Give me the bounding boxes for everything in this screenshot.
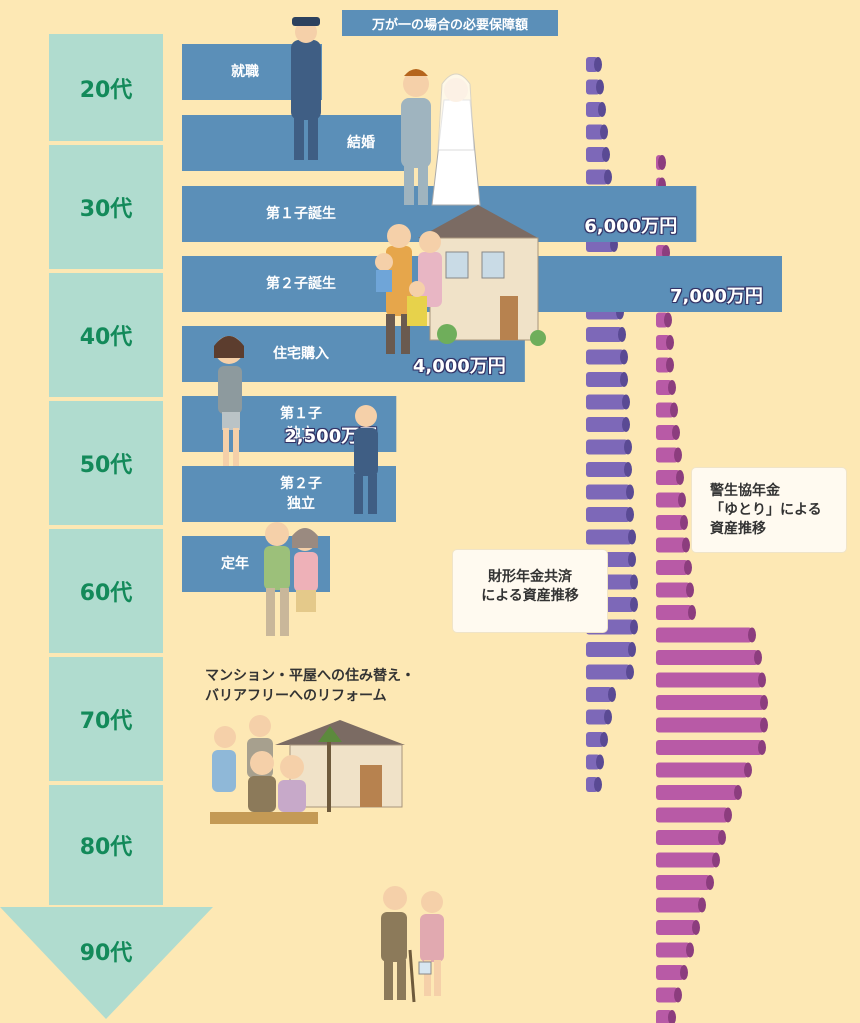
yutori-cylinder (656, 155, 666, 170)
zaikei-cylinder (586, 529, 636, 545)
yutori-cylinder (656, 447, 682, 463)
event-label: 結婚 (347, 135, 375, 151)
zaikei-cylinder (586, 394, 630, 410)
yutori-cylinder (656, 402, 678, 418)
yutori-cylinder (656, 807, 732, 823)
yutori-cylinder (656, 830, 726, 845)
yutori-cylinder (656, 1010, 676, 1023)
yutori-cylinder (656, 605, 696, 620)
yutori-cylinder (656, 897, 706, 913)
yutori-cylinder (656, 380, 676, 395)
event-label: 就職 (231, 64, 259, 80)
yutori-cylinder (656, 875, 714, 890)
zaikei-cylinder (586, 462, 632, 477)
yutori-cylinder (656, 312, 672, 328)
yutori-cylinder (656, 717, 768, 733)
yutori-cylinder (656, 537, 690, 553)
age-label-80: 80代 (49, 785, 163, 905)
zaikei-cylinder (586, 327, 626, 342)
yutori-cylinder (656, 627, 756, 643)
yutori-cylinder (656, 762, 752, 778)
yutori-cylinder (656, 470, 684, 485)
yutori-cylinder (656, 920, 700, 935)
yutori-cylinder (656, 987, 682, 1003)
age-label-20: 20代 (49, 34, 163, 141)
zaikei-cylinder (586, 169, 612, 185)
age-label-40: 40代 (49, 273, 163, 397)
age-label-90: 90代 (79, 941, 133, 966)
yutori-cylinder (656, 650, 762, 665)
amount-label: 7,000万円 (670, 286, 763, 307)
zaikei-note: 財形年金共済 による資産推移 (453, 550, 607, 632)
age-label-70: 70代 (49, 657, 163, 781)
yutori-cylinder (656, 965, 688, 980)
zaikei-cylinder (586, 79, 604, 95)
zaikei-cylinder (586, 777, 602, 792)
yutori-cylinder (656, 582, 694, 598)
age-label-30: 30代 (49, 145, 163, 269)
zaikei-cylinder (586, 687, 616, 702)
yutori-cylinder (656, 515, 688, 530)
zaikei-cylinder (586, 732, 608, 747)
yutori-cylinder (656, 695, 768, 710)
chart-title: 万が一の場合の必要保障額 (342, 10, 558, 36)
zaikei-cylinder (586, 417, 630, 432)
zaikei-cylinder (586, 507, 634, 522)
event-label: 第２子 独立 (280, 476, 322, 512)
event-label: 住宅購入 (273, 346, 329, 362)
yutori-cylinder (656, 740, 766, 755)
age-label-50: 50代 (49, 401, 163, 525)
age-label-60: 60代 (49, 529, 163, 653)
zaikei-cylinder (586, 709, 612, 725)
zaikei-cylinder (586, 372, 628, 387)
zaikei-cylinder (586, 642, 636, 657)
zaikei-cylinder (586, 124, 608, 140)
zaikei-cylinder (586, 664, 634, 680)
zaikei-cylinder (586, 349, 628, 365)
amount-label: 6,000万円 (584, 216, 678, 237)
event-label: 第２子誕生 (266, 276, 336, 292)
amount-label: 4,000万円 (412, 356, 506, 377)
amount-label: 2,500万円 (284, 426, 378, 447)
yutori-cylinder (656, 560, 692, 575)
yutori-cylinder (656, 335, 674, 350)
zaikei-cylinder (586, 147, 610, 162)
zaikei-cylinder (586, 439, 632, 455)
zaikei-cylinder (586, 57, 602, 72)
yutori-cylinder (656, 357, 674, 373)
zaikei-cylinder (586, 102, 606, 117)
yutori-cylinder (656, 672, 766, 688)
event-label: 第１子 独立 (280, 406, 322, 442)
age-arrow (0, 907, 213, 1019)
yutori-cylinder (656, 425, 680, 440)
yutori-note: 警生協年金 「ゆとり」による 資産推移 (692, 468, 846, 552)
yutori-cylinder (656, 942, 694, 958)
zaikei-cylinder (586, 754, 604, 770)
zaikei-cylinder (586, 484, 634, 500)
yutori-cylinder (656, 785, 742, 800)
event-label: 第１子誕生 (266, 206, 336, 222)
yutori-cylinder (656, 852, 720, 868)
yutori-cylinder (656, 492, 686, 508)
reform-note: マンション・平屋への住み替え・ バリアフリーへのリフォーム (205, 668, 415, 704)
event-label: 定年 (221, 556, 249, 572)
